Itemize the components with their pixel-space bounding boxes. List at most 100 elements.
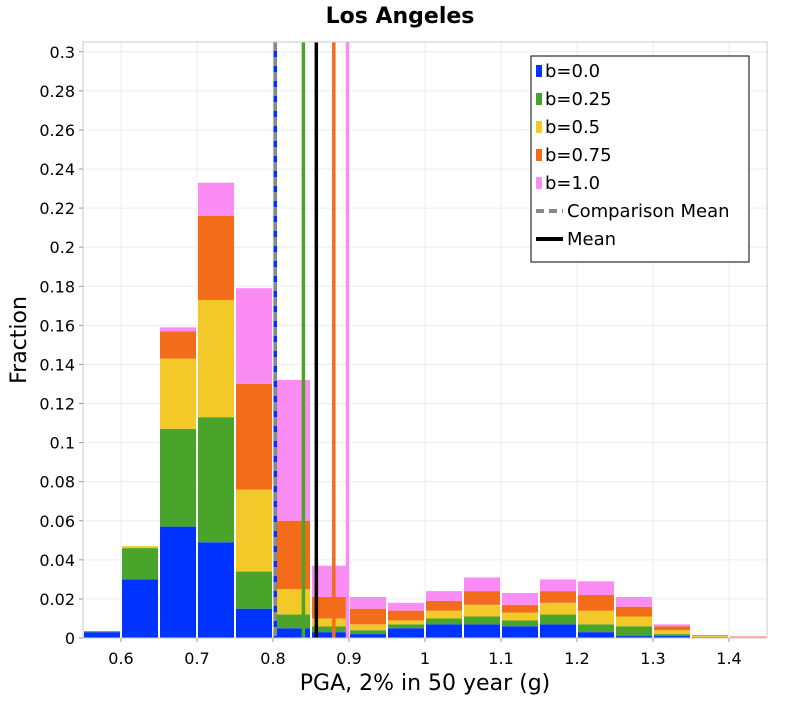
legend-swatch <box>536 177 542 189</box>
bar-segment <box>692 636 728 637</box>
bar-segment <box>464 624 500 638</box>
bar-segment <box>350 597 386 609</box>
bar-segment <box>388 620 424 624</box>
bar-segment <box>160 527 196 638</box>
bar-segment <box>350 624 386 630</box>
bar-segment <box>350 634 386 638</box>
legend-label: b=0.0 <box>545 61 600 82</box>
bar-segment <box>160 331 196 358</box>
bar-segment <box>502 613 538 621</box>
bar-segment <box>350 609 386 625</box>
x-axis-ticks: 0.6 0.7 0.8 0.9 1 1.1 1.2 1.3 1.4 <box>108 638 741 668</box>
bar-segment <box>616 617 652 627</box>
x-tick-label: 0.8 <box>260 649 285 668</box>
bar-segment <box>84 631 120 632</box>
bar-segment <box>236 384 272 490</box>
bar-segment <box>388 624 424 628</box>
legend-swatch <box>536 121 542 133</box>
y-tick-label: 0.24 <box>39 160 75 179</box>
legend-swatch <box>536 65 542 77</box>
y-tick-label: 0.28 <box>39 82 75 101</box>
bar-segment <box>464 605 500 617</box>
bar-segment <box>388 611 424 621</box>
y-tick-label: 0.14 <box>39 355 75 374</box>
bar-segment <box>426 611 462 619</box>
bar-segment <box>502 620 538 626</box>
bar-segment <box>198 183 234 216</box>
bar-segment <box>540 579 576 591</box>
bar-segment <box>464 591 500 605</box>
y-tick-label: 0.18 <box>39 277 75 296</box>
x-tick-label: 1.3 <box>640 649 665 668</box>
bar-segment <box>654 634 690 636</box>
bar-segment <box>578 595 614 611</box>
bar-segment <box>236 288 272 384</box>
bar-segment <box>540 615 576 625</box>
bar-segment <box>578 632 614 638</box>
x-tick-label: 1 <box>420 649 430 668</box>
bar-segment <box>198 216 234 300</box>
bar-segment <box>236 489 272 571</box>
bar-segment <box>540 624 576 638</box>
bar-segment <box>426 624 462 638</box>
legend-label: b=0.25 <box>545 89 612 110</box>
bar-segment <box>198 542 234 638</box>
bar-segment <box>198 300 234 417</box>
y-tick-label: 0.22 <box>39 199 75 218</box>
bar-segment <box>578 624 614 632</box>
x-tick-label: 1.2 <box>564 649 589 668</box>
bar-segment <box>122 546 158 548</box>
legend-label: b=0.75 <box>545 145 612 166</box>
bar-segment <box>616 626 652 636</box>
bar-segment <box>502 593 538 605</box>
legend-swatch <box>536 149 542 161</box>
bar-segment <box>160 327 196 331</box>
y-tick-label: 0.06 <box>39 512 75 531</box>
bar-segment <box>692 635 728 636</box>
bar-segment <box>654 624 690 626</box>
x-axis-label: PGA, 2% in 50 year (g) <box>300 671 551 696</box>
x-tick-label: 1.1 <box>488 649 513 668</box>
bar-segment <box>464 577 500 591</box>
bar-segment <box>616 607 652 617</box>
y-tick-label: 0 <box>65 629 75 648</box>
bar-segment <box>122 548 158 579</box>
bar-segment <box>692 637 728 638</box>
bar-segment <box>502 626 538 638</box>
bar-segment <box>236 609 272 638</box>
bar-segment <box>388 603 424 611</box>
x-tick-label: 0.9 <box>336 649 361 668</box>
x-tick-label: 1.4 <box>716 649 741 668</box>
y-tick-label: 0.26 <box>39 121 75 140</box>
bar-segment <box>426 601 462 611</box>
bar-segment <box>426 591 462 601</box>
legend-label: b=0.5 <box>545 117 600 138</box>
bar-segment <box>84 632 120 638</box>
bar-segment <box>654 626 690 630</box>
bar-segment <box>464 617 500 625</box>
y-tick-label: 0.3 <box>50 43 75 62</box>
x-tick-label: 0.7 <box>184 649 209 668</box>
chart-title: Los Angeles <box>326 4 475 29</box>
bar-segment <box>426 618 462 624</box>
legend-label: Comparison Mean <box>567 201 730 222</box>
y-tick-label: 0.1 <box>50 434 75 453</box>
bar-segment <box>160 359 196 429</box>
y-tick-label: 0.2 <box>50 238 75 257</box>
legend-label: Mean <box>567 229 616 250</box>
y-tick-label: 0.16 <box>39 316 75 335</box>
bar-segment <box>578 581 614 595</box>
y-tick-label: 0.04 <box>39 551 75 570</box>
bar-segment <box>578 611 614 625</box>
y-axis-ticks: 00.020.040.060.080.10.120.140.160.180.20… <box>39 43 83 648</box>
bar-segment <box>540 603 576 615</box>
bar-segment <box>616 597 652 607</box>
y-tick-label: 0.08 <box>39 473 75 492</box>
x-tick-label: 0.6 <box>108 649 133 668</box>
y-axis-label: Fraction <box>7 296 32 384</box>
legend-swatch <box>536 93 542 105</box>
bar-segment <box>350 630 386 634</box>
